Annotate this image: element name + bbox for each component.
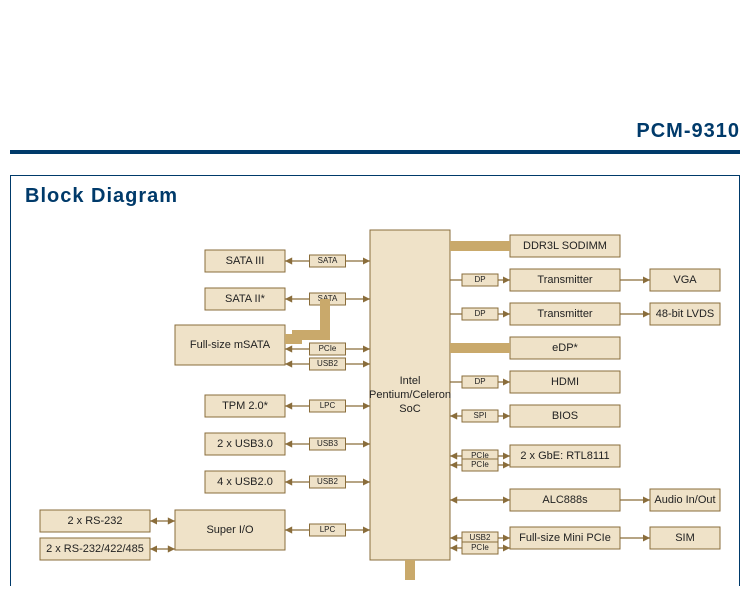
svg-text:SATA: SATA [318,256,338,265]
out-box-vga: VGA [650,269,720,291]
svg-text:DP: DP [474,309,485,318]
left-box-usb2-label: 4 x USB2.0 [217,476,273,488]
bus-tx2: DP [462,308,498,320]
right-box-tx1-label: Transmitter [537,274,593,286]
bus2-mpcie: PCIe [462,542,498,554]
out-box-vga-label: VGA [673,274,697,286]
svg-text:SPI: SPI [474,411,487,420]
right-box-alc: ALC888s [510,489,620,511]
svg-text:LPC: LPC [320,401,336,410]
out-box-sim-label: SIM [675,532,695,544]
soc-block-label: SoC [399,403,420,415]
left-box-sata3-label: SATA III [226,255,265,267]
bus2-gbe: PCIe [462,459,498,471]
left-box-sata2: SATA II* [205,288,285,310]
bus2-msata: USB2 [310,358,346,370]
svg-text:USB2: USB2 [317,477,338,486]
svg-text:DP: DP [474,275,485,284]
left-box-msata: Full-size mSATA [175,325,285,365]
left-box-sata3: SATA III [205,250,285,272]
out-box-audio: Audio In/Out [650,489,720,511]
out-box-lvds-label: 48-bit LVDS [656,308,715,320]
svg-text:USB2: USB2 [470,533,491,542]
bus-tx1: DP [462,274,498,286]
svg-text:USB3: USB3 [317,439,338,448]
svg-text:PCIe: PCIe [319,344,337,353]
left-box-usb3-label: 2 x USB3.0 [217,438,273,450]
soc-block: Intel Pentium/Celeron SoC [369,230,451,560]
bus-hdmi: DP [462,376,498,388]
out-box-lvds: 48-bit LVDS [650,303,720,325]
right-box-ddr-label: DDR3L SODIMM [523,240,607,252]
svg-text:PCIe: PCIe [471,460,489,469]
svg-text:PCIe: PCIe [471,543,489,552]
right-box-tx1: Transmitter [510,269,620,291]
farleft-box-rs485-label: 2 x RS-232/422/485 [46,543,144,555]
left-box-sio-label: Super I/O [206,524,254,536]
farleft-box-rs485: 2 x RS-232/422/485 [40,538,150,560]
right-box-mpcie-label: Full-size Mini PCIe [519,532,611,544]
left-box-tpm-label: TPM 2.0* [222,400,269,412]
right-box-gbe-label: 2 x GbE: RTL8111 [520,450,609,462]
right-box-alc-label: ALC888s [542,494,588,506]
left-box-sata2-label: SATA II* [225,293,266,305]
soc-block-label: Intel [400,375,421,387]
block-diagram-svg: Intel Pentium/Celeron SoC SATA III SATA SATA … [10,175,738,585]
farleft-box-rs232: 2 x RS-232 [40,510,150,532]
bus-tpm: LPC [310,400,346,412]
left-box-tpm: TPM 2.0* [205,395,285,417]
left-box-msata-label: Full-size mSATA [190,339,271,351]
right-box-hdmi: HDMI [510,371,620,393]
right-box-bios-label: BIOS [552,410,578,422]
right-box-edp: eDP* [510,337,620,359]
right-box-hdmi-label: HDMI [551,376,579,388]
page: PCM-9310 Block Diagram IntelPentium/Cele… [0,0,750,591]
right-box-tx2: Transmitter [510,303,620,325]
bus-bios: SPI [462,410,498,422]
out-box-audio-label: Audio In/Out [654,494,715,506]
farleft-box-rs232-label: 2 x RS-232 [67,515,122,527]
svg-text:LPC: LPC [320,525,336,534]
bus-usb2: USB2 [310,476,346,488]
header-rule [10,150,740,154]
left-box-usb2: 4 x USB2.0 [205,471,285,493]
bus-msata: PCIe [310,343,346,355]
svg-text:DP: DP [474,377,485,386]
bus-sata3: SATA [310,255,346,267]
left-box-usb3: 2 x USB3.0 [205,433,285,455]
product-title: PCM-9310 [0,120,740,143]
right-box-gbe: 2 x GbE: RTL8111 [510,445,620,467]
out-box-sim: SIM [650,527,720,549]
right-box-mpcie: Full-size Mini PCIe [510,527,620,549]
bus-usb3: USB3 [310,438,346,450]
right-box-ddr: DDR3L SODIMM [510,235,620,257]
right-box-tx2-label: Transmitter [537,308,593,320]
left-box-sio: Super I/O [175,510,285,550]
bus-sio: LPC [310,524,346,536]
right-box-edp-label: eDP* [552,342,578,354]
svg-text:USB2: USB2 [317,359,338,368]
soc-block-label: Pentium/Celeron [369,389,451,401]
right-box-bios: BIOS [510,405,620,427]
